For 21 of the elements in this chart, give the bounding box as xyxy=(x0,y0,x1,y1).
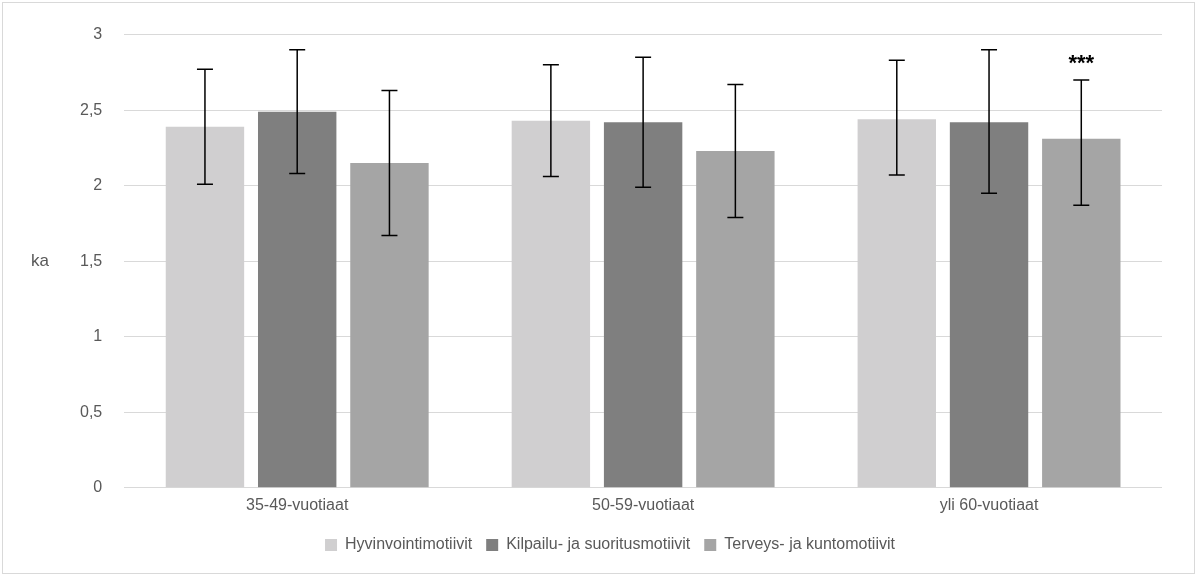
x-tick-label: 50-59-vuotiaat xyxy=(591,495,695,513)
bar xyxy=(1042,138,1121,488)
y-axis-title: ka xyxy=(31,250,50,270)
y-tick-label: 2 xyxy=(93,176,103,194)
y-tick-label: 0 xyxy=(93,478,103,496)
bar xyxy=(350,163,429,488)
annotation: *** xyxy=(1068,49,1095,75)
y-tick-label: 3 xyxy=(93,25,103,43)
y-tick-label: 1,5 xyxy=(79,251,103,269)
bar xyxy=(696,150,775,488)
y-tick-label: 1 xyxy=(93,327,103,345)
legend-label: Terveys- ja kuntomotiivit xyxy=(724,535,896,553)
x-tick-label: yli 60-vuotiaat xyxy=(939,495,1039,513)
x-tick-label: 35-49-vuotiaat xyxy=(246,495,349,513)
legend-label: Kilpailu- ja suoritusmotiivit xyxy=(506,535,691,553)
bar xyxy=(949,122,1029,488)
y-tick-label: 0,5 xyxy=(79,402,103,420)
y-tick-label: 2,5 xyxy=(79,100,103,118)
legend-label: Hyvinvointimotiivit xyxy=(345,535,473,553)
bar xyxy=(258,111,337,488)
bar xyxy=(603,122,683,488)
